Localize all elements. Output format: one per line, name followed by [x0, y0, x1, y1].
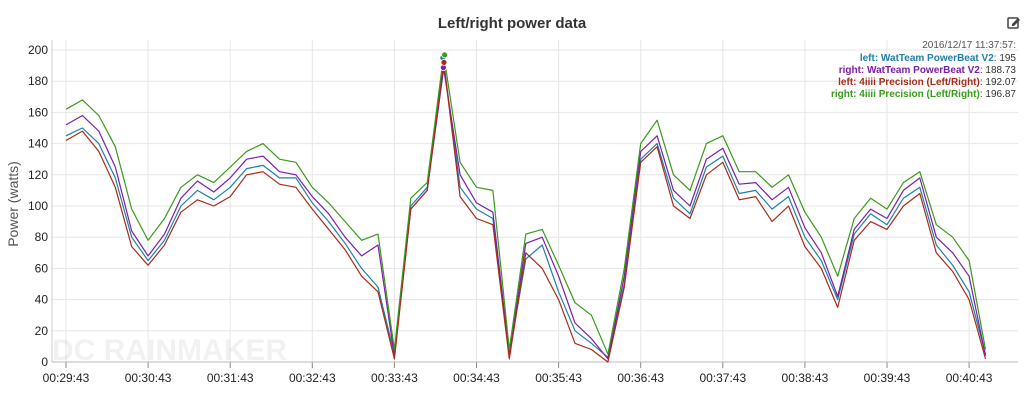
y-tick-label: 120 — [28, 168, 48, 182]
tooltip-entry: right: WatTeam PowerBeat V2: 188.73 — [839, 65, 1017, 76]
tooltip-entry-value: 196.87 — [985, 89, 1016, 100]
tooltip-entry: left: 4iiii Precision (Left/Right): 192.… — [838, 77, 1016, 88]
tooltip-marker — [441, 51, 448, 59]
x-tick-label: 00:37:43 — [699, 371, 746, 385]
tooltip-entry-value: 192.07 — [985, 77, 1016, 88]
x-axis: 00:29:43 00:30:43 00:31:43 00:32:43 00:33:43… — [43, 361, 1018, 385]
x-tick-label: 00:36:43 — [617, 371, 664, 385]
x-tick-label: 00:32:43 — [289, 371, 336, 385]
tooltip-entry-label: left: 4iiii Precision (Left/Right) — [838, 77, 980, 88]
x-tick-label: 00:30:43 — [125, 371, 172, 385]
tooltip-entry-value: 188.73 — [985, 65, 1016, 76]
chart-title: Left/right power data — [438, 15, 587, 32]
series — [65, 54, 987, 363]
tooltip-entry-value: 195 — [999, 53, 1016, 64]
series-line-2 — [65, 68, 987, 360]
y-tick-label: 60 — [35, 261, 49, 275]
tooltip-entry-label: right: 4iiii Precision (Left/Right) — [831, 89, 980, 100]
edit-icon[interactable] — [1007, 17, 1020, 29]
tooltip-separator: : — [980, 89, 986, 100]
y-tick-label: 40 — [35, 293, 49, 307]
tooltip-separator: : — [980, 65, 986, 76]
y-tick-label: 140 — [28, 137, 48, 151]
tooltip-separator: : — [980, 77, 986, 88]
x-tick-label: 00:40:43 — [946, 371, 993, 385]
series-line-3 — [65, 61, 987, 363]
x-tick-label: 00:35:43 — [535, 371, 582, 385]
tooltip-separator: : — [994, 53, 1000, 64]
tooltip-entry-label: left: WatTeam PowerBeat V2 — [860, 53, 994, 64]
x-tick-label: 00:38:43 — [782, 371, 829, 385]
y-tick-label: 80 — [35, 230, 49, 244]
y-tick-label: 180 — [28, 74, 48, 88]
x-tick-label: 00:31:43 — [207, 371, 254, 385]
tooltip-entry: left: WatTeam PowerBeat V2: 195 — [860, 53, 1017, 64]
y-axis: 0 20 40 60 80 100 120 140 160 180 200 — [28, 43, 48, 369]
grid — [51, 40, 1018, 363]
y-tick-label: 20 — [35, 324, 49, 338]
tooltip-marker — [440, 58, 448, 66]
y-tick-label: 160 — [28, 105, 48, 119]
x-tick-label: 00:29:43 — [43, 371, 90, 385]
x-tick-label: 00:39:43 — [864, 371, 911, 385]
tooltip-entry: right: 4iiii Precision (Left/Right): 196… — [831, 89, 1016, 100]
tooltip-entry-label: right: WatTeam PowerBeat V2 — [839, 65, 981, 76]
tooltip-markers — [439, 51, 448, 71]
x-tick-label: 00:33:43 — [371, 371, 418, 385]
y-axis-label: Power (watts) — [5, 161, 21, 247]
series-line-1 — [65, 61, 987, 358]
series-line-4 — [65, 54, 987, 355]
watermark-text: DC RAINMAKER — [52, 334, 287, 367]
y-tick-label: 200 — [28, 43, 48, 57]
tooltip: 2016/12/17 11:37:57: left: WatTeam Power… — [831, 40, 1016, 100]
x-tick-label: 00:34:43 — [453, 371, 500, 385]
y-tick-label: 100 — [28, 199, 48, 213]
tooltip-timestamp: 2016/12/17 11:37:57: — [922, 40, 1016, 51]
y-tick-label: 0 — [41, 355, 48, 369]
